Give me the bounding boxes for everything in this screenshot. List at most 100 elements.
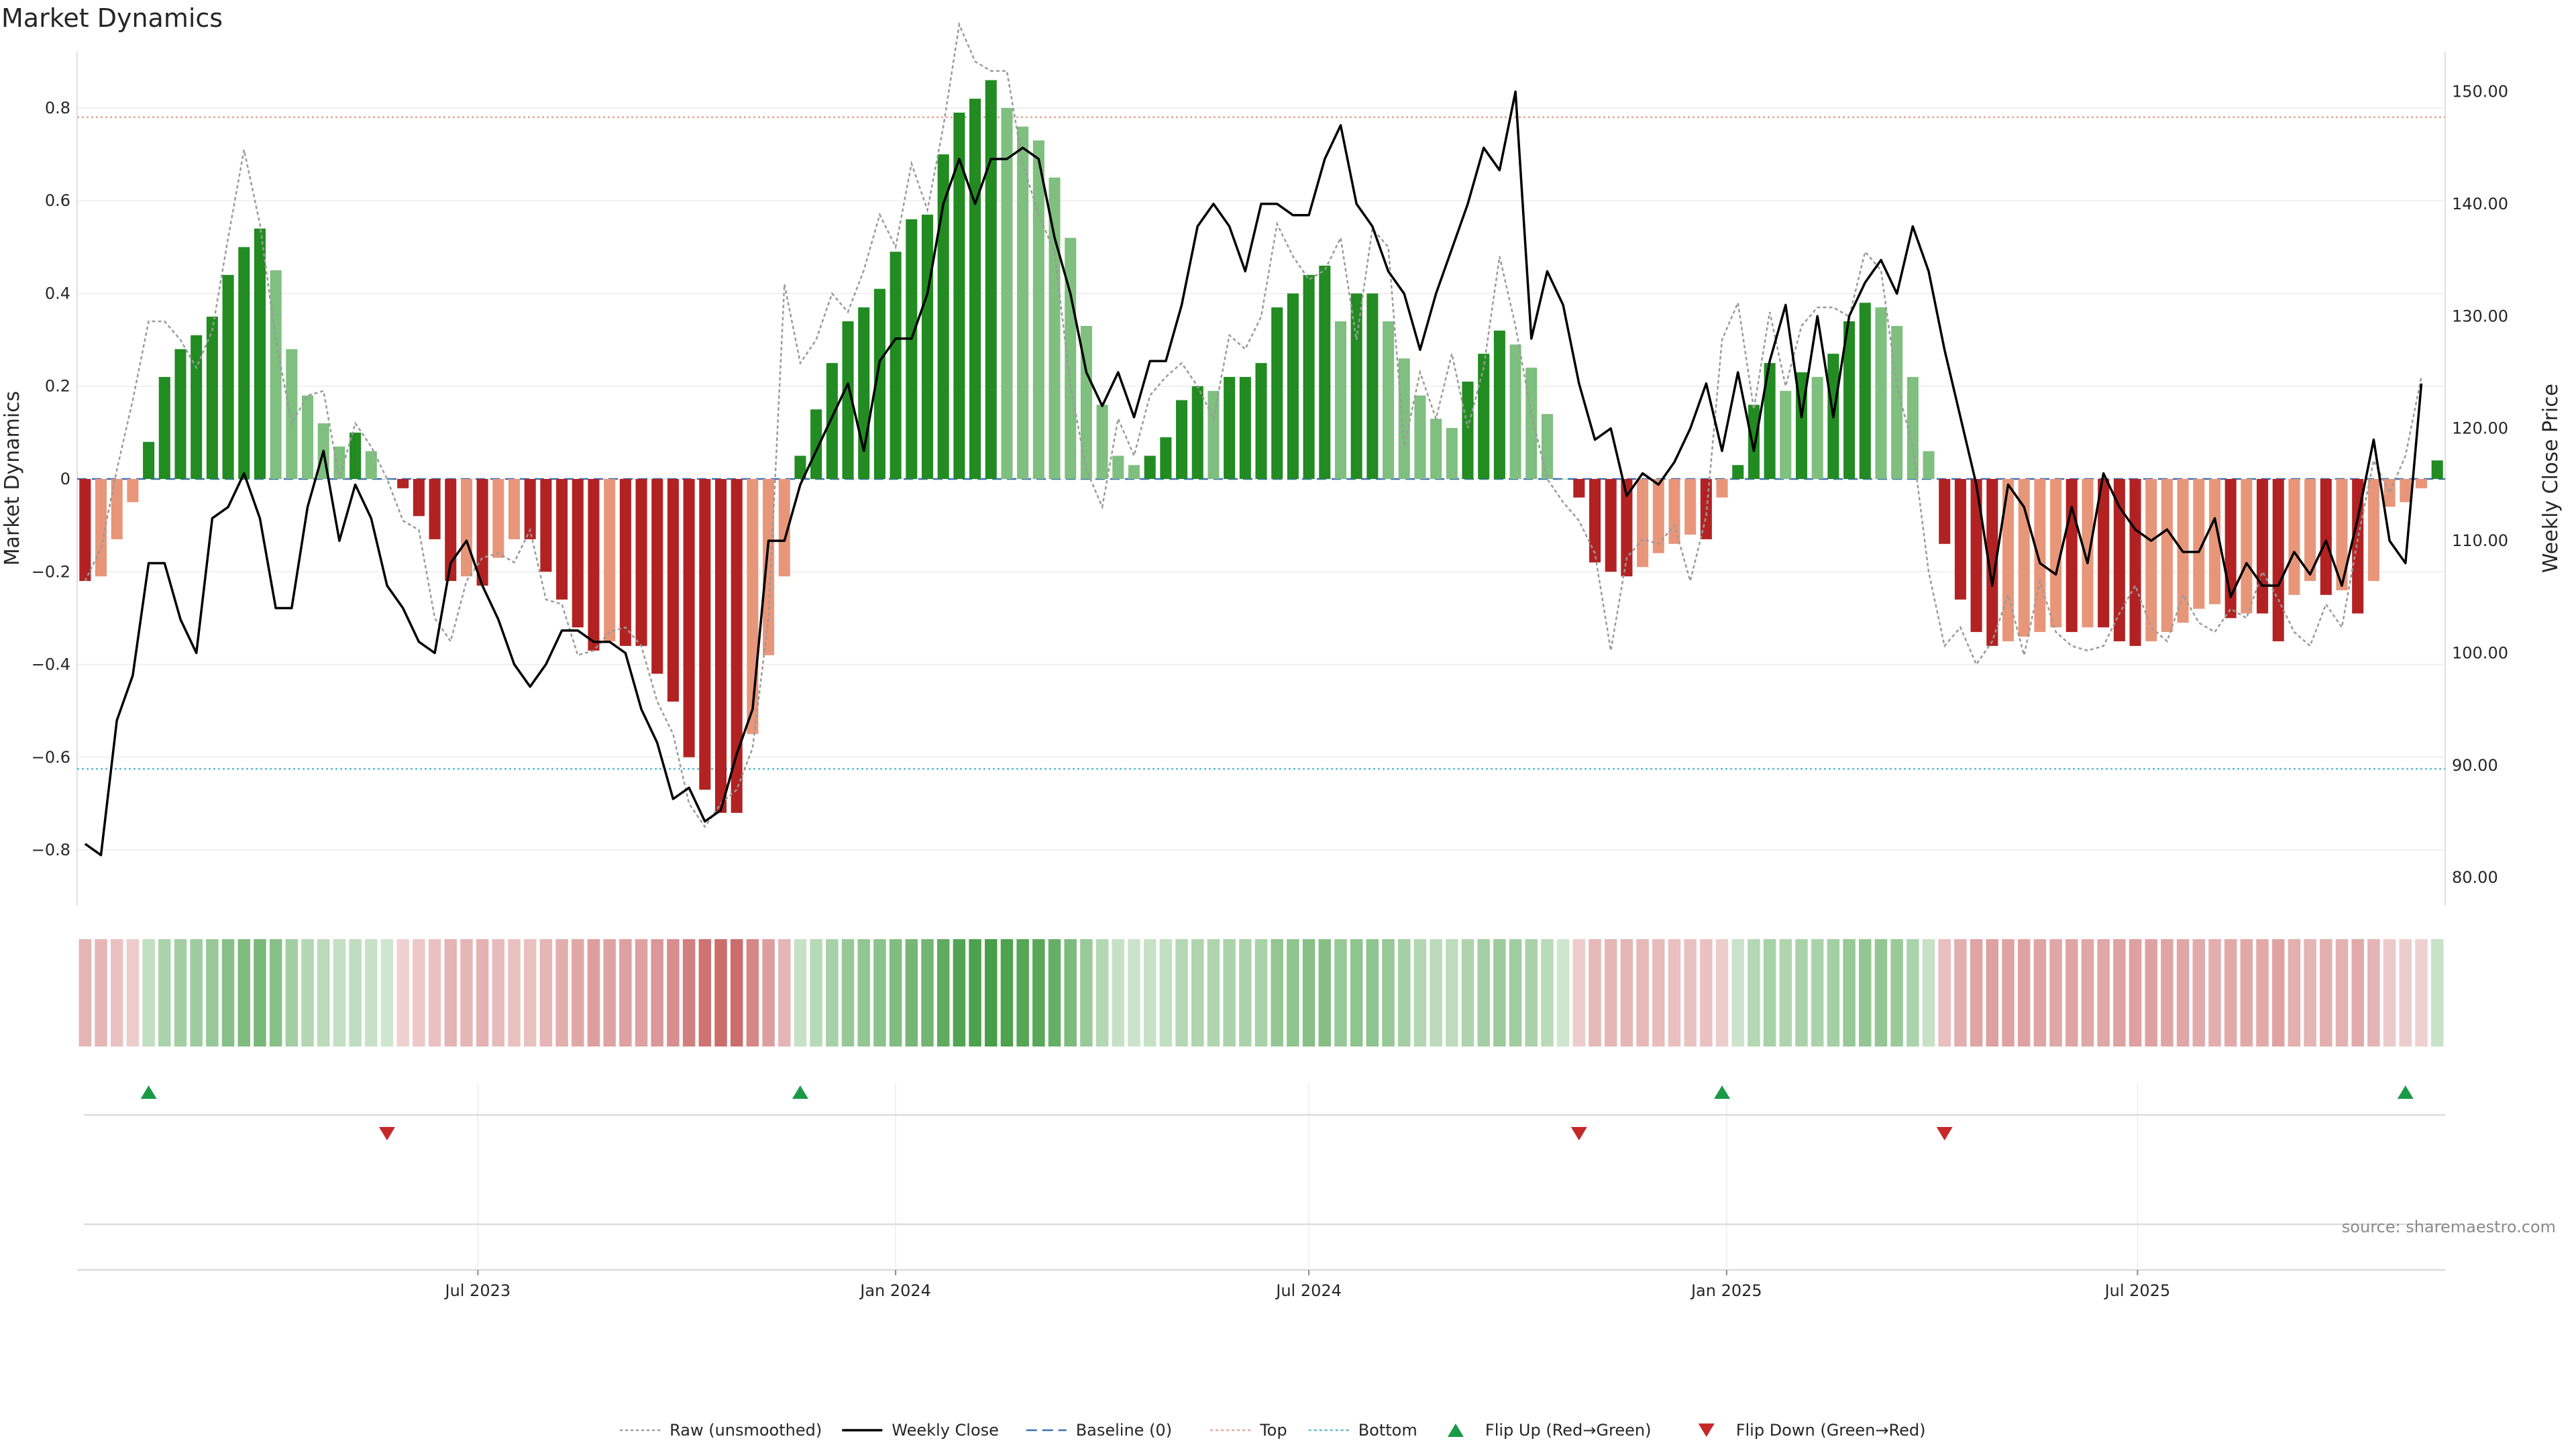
heat-cell <box>1843 939 1856 1046</box>
heat-cell <box>142 939 155 1046</box>
heat-cell <box>380 939 394 1046</box>
momentum-bar <box>1112 455 1124 479</box>
momentum-bar <box>1049 177 1061 479</box>
left-tick-label: −0.4 <box>32 655 70 674</box>
heat-cell <box>190 939 203 1046</box>
momentum-bar <box>619 479 631 646</box>
momentum-bar <box>651 479 663 674</box>
momentum-bar <box>2400 479 2412 502</box>
momentum-bar <box>413 479 425 517</box>
right-tick-label: 120.00 <box>2452 419 2508 438</box>
momentum-bar <box>381 479 393 480</box>
flip-up-marker <box>1714 1085 1731 1099</box>
heat-cell <box>1302 939 1316 1046</box>
x-tick-label: Jul 2024 <box>1275 1281 1342 1300</box>
momentum-bar <box>1128 465 1140 479</box>
momentum-bar <box>2431 460 2443 479</box>
heat-cell <box>317 939 330 1046</box>
heat-cell <box>2272 939 2285 1046</box>
close-series <box>84 90 2423 857</box>
momentum-bar <box>1493 330 1505 479</box>
momentum-bar <box>1446 427 1458 479</box>
right-axis-label: Weekly Close Price <box>2539 384 2563 573</box>
momentum-bars <box>79 80 2443 813</box>
momentum-bar <box>1096 405 1108 479</box>
momentum-bar <box>953 112 965 479</box>
heat-cell <box>1509 939 1522 1046</box>
heat-cell <box>953 939 966 1046</box>
momentum-bar <box>778 479 790 577</box>
heat-cell <box>1397 939 1411 1046</box>
heat-cell <box>714 939 727 1046</box>
left-tick-label: 0.2 <box>45 377 70 396</box>
momentum-bar <box>286 349 298 479</box>
heat-cell <box>2017 939 2031 1046</box>
heat-cell <box>2129 939 2142 1046</box>
momentum-bar <box>1541 414 1553 479</box>
momentum-bar <box>1462 381 1474 479</box>
momentum-bar <box>2034 479 2046 633</box>
heat-cell <box>667 939 680 1046</box>
heat-cell <box>985 939 998 1046</box>
heat-cell <box>2224 939 2237 1046</box>
momentum-bar <box>1859 303 1871 479</box>
momentum-bar <box>1350 293 1362 479</box>
heat-cell <box>333 939 346 1046</box>
heat-cell <box>1223 939 1236 1046</box>
heat-cell <box>619 939 632 1046</box>
heat-cell <box>1334 939 1347 1046</box>
momentum-bar <box>1605 479 1617 572</box>
heat-cell <box>1541 939 1554 1046</box>
momentum-bar <box>1383 321 1395 479</box>
momentum-bar <box>1923 451 1935 479</box>
momentum-bar <box>1160 437 1172 479</box>
momentum-bar <box>1525 368 1538 479</box>
momentum-bar <box>1875 307 1887 479</box>
momentum-bar <box>1811 376 1823 479</box>
heat-cell <box>158 939 171 1046</box>
heat-cell <box>1159 939 1173 1046</box>
heat-cell <box>1922 939 1935 1046</box>
heat-cell <box>1048 939 1061 1046</box>
heat-cell <box>1350 939 1363 1046</box>
heat-cell <box>555 939 568 1046</box>
momentum-bar <box>365 451 377 479</box>
momentum-bar <box>1398 358 1410 479</box>
heat-cell <box>1271 939 1283 1046</box>
momentum-bar <box>111 479 123 539</box>
heat-cell <box>841 939 855 1046</box>
flip-down-marker <box>1936 1127 1953 1140</box>
heat-cell <box>476 939 489 1046</box>
heat-cell <box>1874 939 1888 1046</box>
heat-cell <box>2208 939 2221 1046</box>
heat-cell <box>1446 939 1458 1046</box>
heat-cell <box>1080 939 1093 1046</box>
heat-cell <box>1859 939 1872 1046</box>
heat-cell <box>969 939 981 1046</box>
heat-cell <box>572 939 584 1046</box>
momentum-bar <box>1970 479 1982 633</box>
momentum-bar <box>985 80 997 479</box>
heat-cell <box>635 939 648 1046</box>
right-tick-label: 150.00 <box>2452 83 2508 101</box>
heat-cell <box>1954 939 1967 1046</box>
momentum-bar <box>1065 237 1077 479</box>
heat-cell <box>1287 939 1299 1046</box>
heat-cell <box>110 939 123 1046</box>
right-tick-label: 110.00 <box>2452 531 2508 550</box>
momentum-bar <box>2272 479 2284 641</box>
left-tick-label: 0.6 <box>45 191 70 210</box>
heat-cell <box>1366 939 1379 1046</box>
heat-cell <box>1239 939 1252 1046</box>
heat-cell <box>1652 939 1665 1046</box>
heat-cell <box>2033 939 2047 1046</box>
legend-label: Baseline (0) <box>1076 1421 1172 1440</box>
heat-cell <box>508 939 521 1046</box>
heat-cell <box>2240 939 2253 1046</box>
heat-cell <box>1986 939 1999 1046</box>
heat-cell <box>651 939 663 1046</box>
momentum-bar <box>667 479 679 702</box>
heat-cell <box>826 939 839 1046</box>
momentum-bar <box>222 274 234 479</box>
heat-cell <box>301 939 314 1046</box>
